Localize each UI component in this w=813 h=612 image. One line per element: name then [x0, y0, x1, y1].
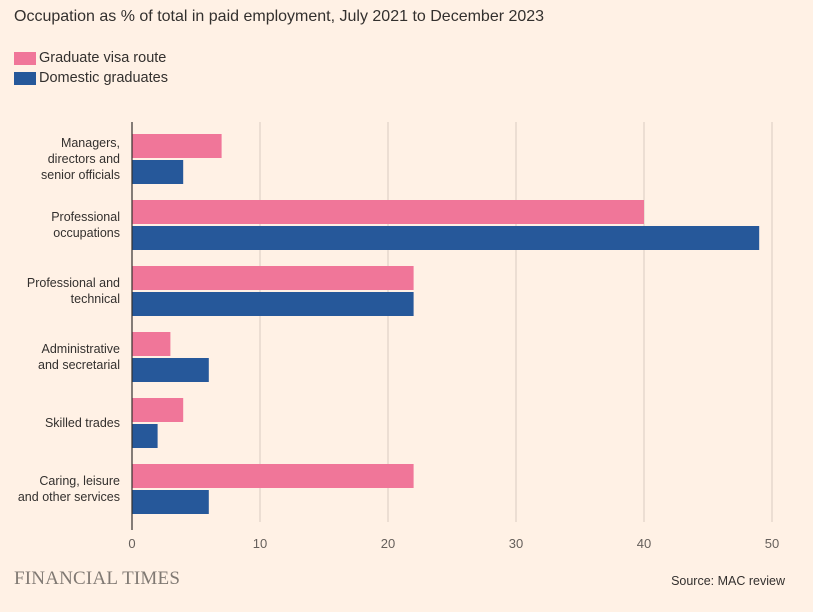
- legend-item-domestic: Domestic graduates: [14, 68, 168, 88]
- x-tick-label-30: 30: [509, 536, 523, 551]
- category-label-0-0: Managers,: [61, 136, 120, 150]
- x-tick-label-40: 40: [637, 536, 651, 551]
- bar-graduate-visa-0: [132, 134, 222, 158]
- category-label-0-1: directors and: [48, 152, 120, 166]
- bar-domestic-3: [132, 358, 209, 382]
- bar-graduate-visa-1: [132, 200, 644, 224]
- legend-item-graduate-visa: Graduate visa route: [14, 48, 168, 68]
- x-tick-label-10: 10: [253, 536, 267, 551]
- bar-domestic-2: [132, 292, 414, 316]
- chart-title: Occupation as % of total in paid employm…: [14, 8, 545, 25]
- legend-swatch-graduate-visa: [14, 51, 36, 65]
- legend-label-graduate-visa: Graduate visa route: [39, 50, 167, 66]
- bar-domestic-1: [132, 226, 760, 250]
- legend: Graduate visa route Domestic graduates: [14, 48, 168, 88]
- legend-swatch-domestic: [14, 71, 36, 85]
- legend-label-domestic: Domestic graduates: [39, 70, 168, 86]
- category-label-2-1: technical: [71, 292, 120, 306]
- category-label-2-0: Professional and: [27, 276, 120, 290]
- bar-domestic-5: [132, 490, 209, 514]
- bar-graduate-visa-4: [132, 398, 184, 422]
- source-note: Source: MAC review: [671, 574, 785, 588]
- category-label-1-0: Professional: [51, 210, 120, 224]
- category-label-1-1: occupations: [53, 226, 120, 240]
- category-label-4-0: Skilled trades: [45, 416, 120, 430]
- x-tick-label-0: 0: [128, 536, 135, 551]
- bar-domestic-4: [132, 424, 158, 448]
- bar-graduate-visa-3: [132, 332, 171, 356]
- category-label-0-2: senior officials: [41, 168, 120, 182]
- ft-logo: FINANCIAL TIMES: [14, 568, 181, 589]
- bar-graduate-visa-2: [132, 266, 414, 290]
- x-tick-label-50: 50: [765, 536, 779, 551]
- category-label-5-0: Caring, leisure: [39, 474, 120, 488]
- x-tick-label-20: 20: [381, 536, 395, 551]
- bar-graduate-visa-5: [132, 464, 414, 488]
- category-label-5-1: and other services: [18, 490, 120, 504]
- category-label-3-0: Administrative: [42, 342, 121, 356]
- category-label-3-1: and secretarial: [38, 358, 120, 372]
- bar-domestic-0: [132, 160, 184, 184]
